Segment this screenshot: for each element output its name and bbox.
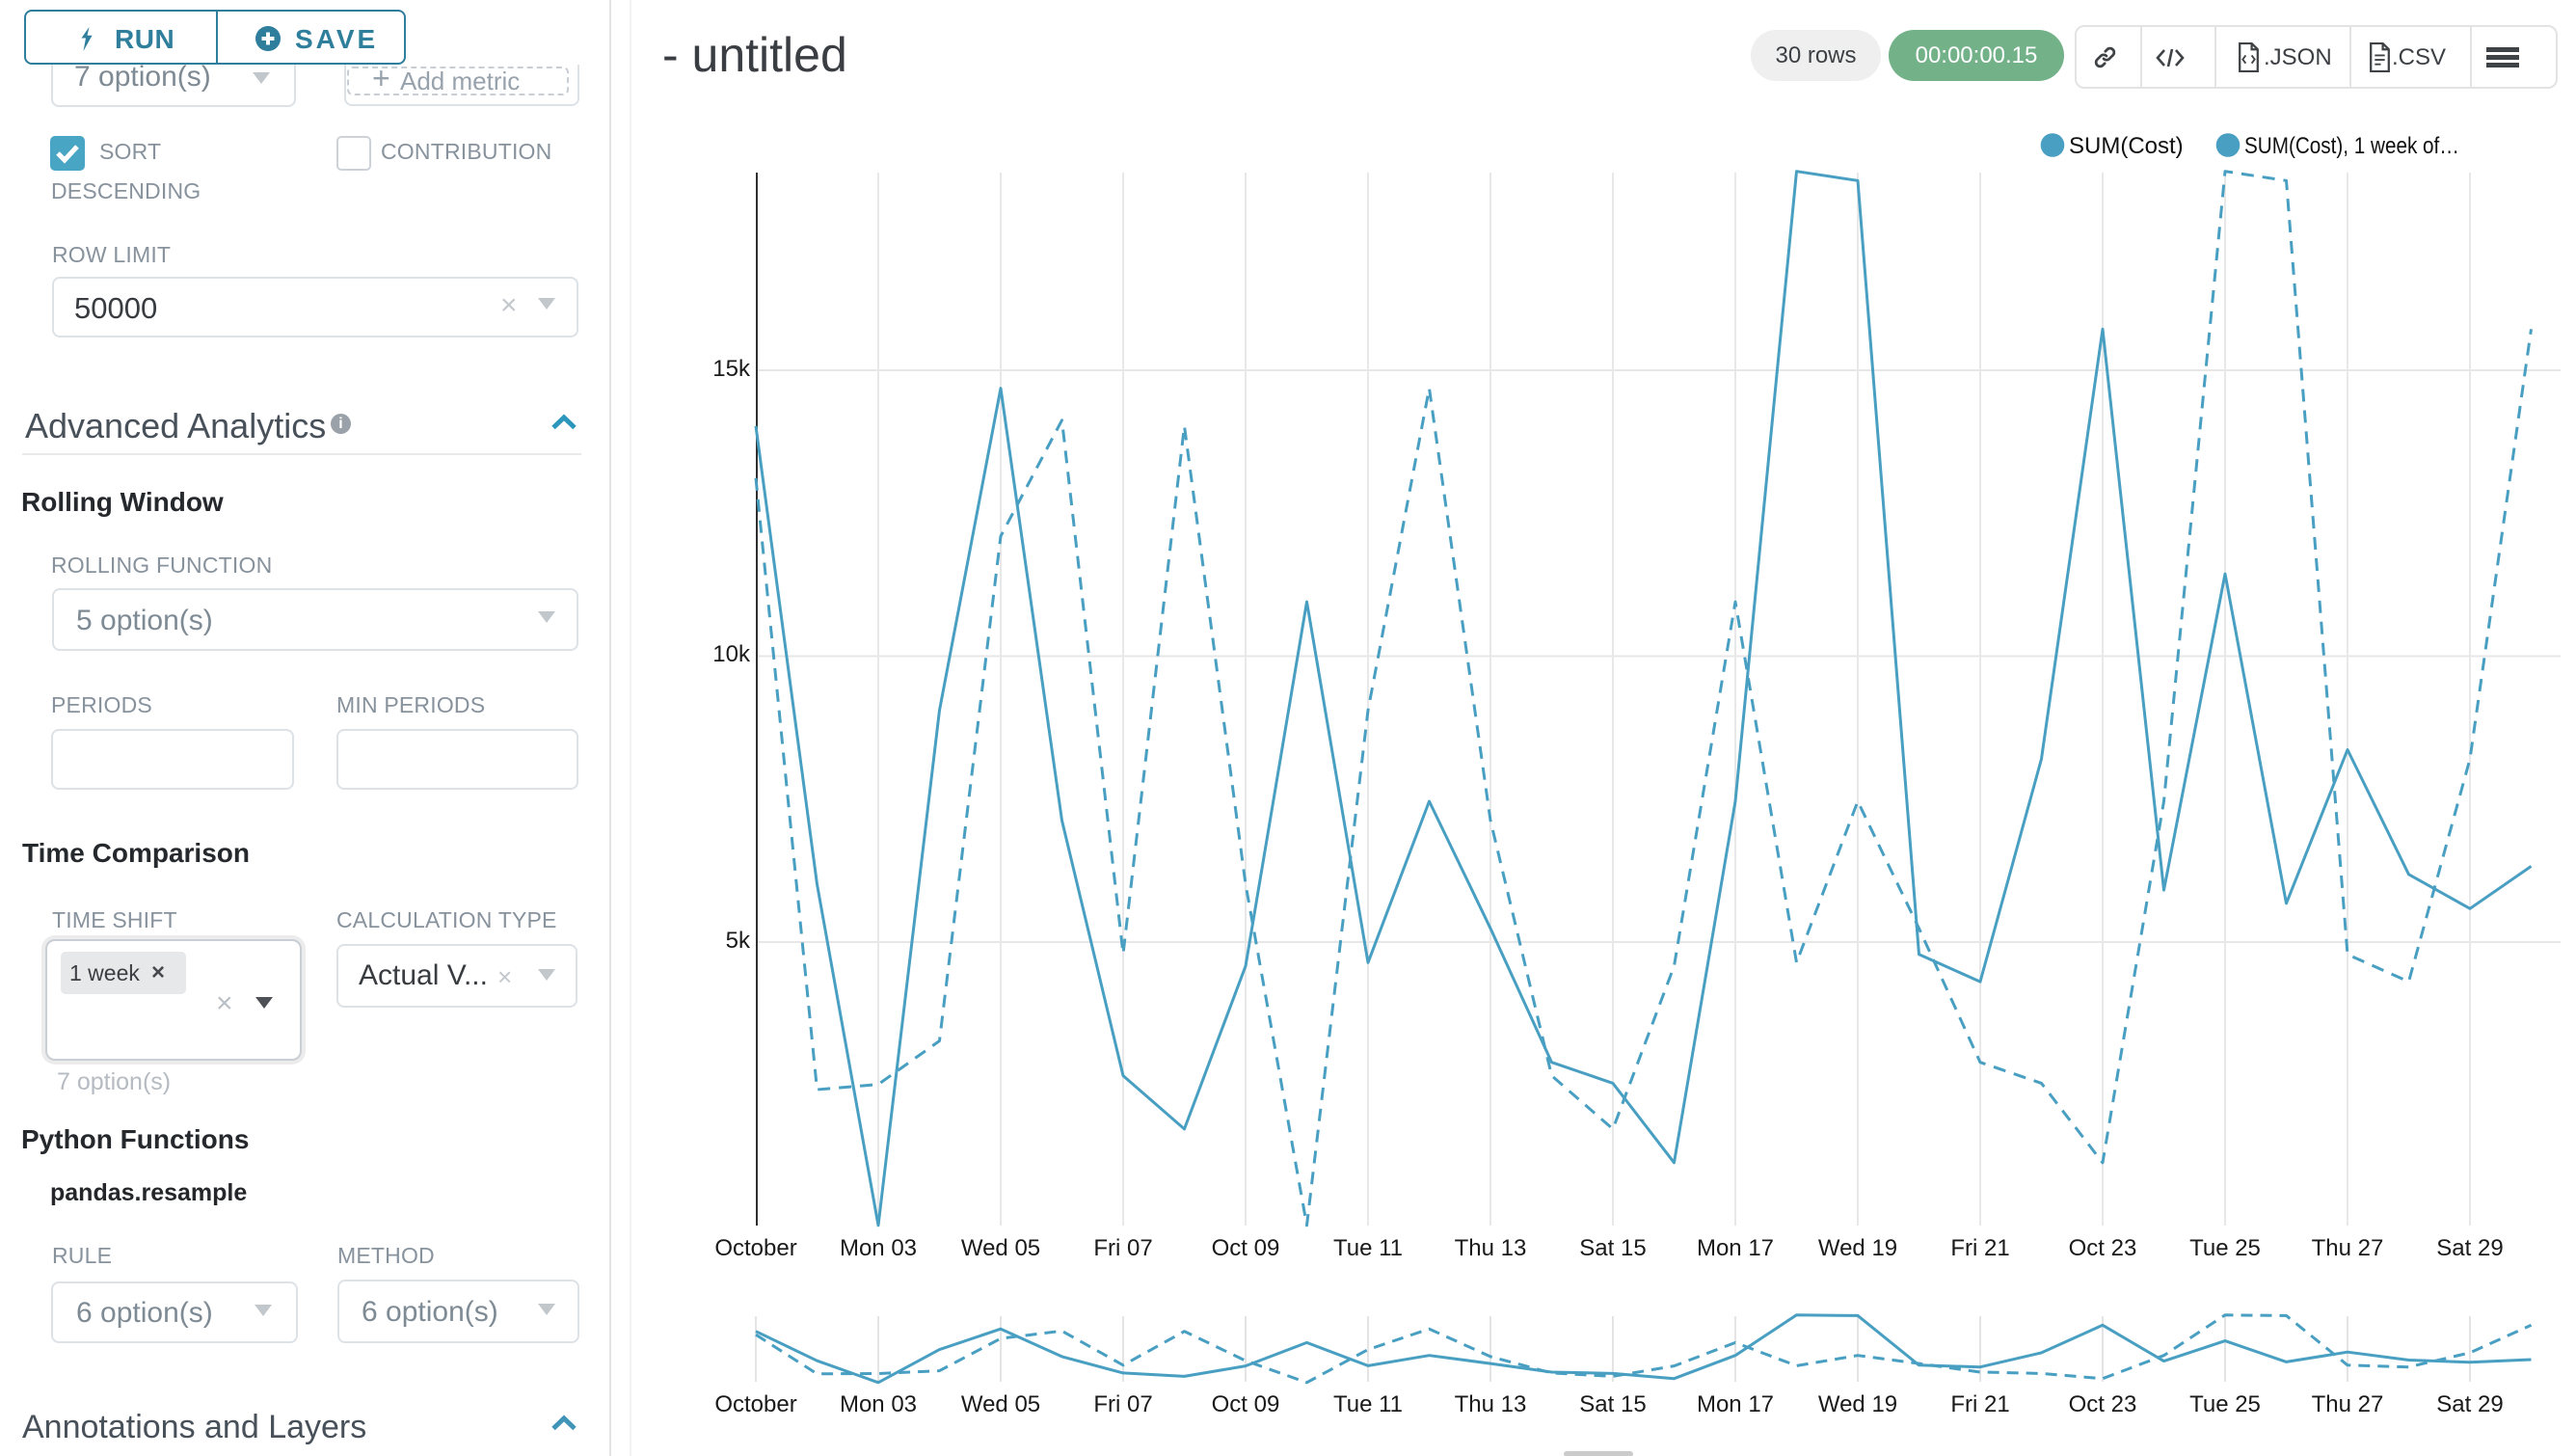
svg-text:15k: 15k [712,356,751,382]
svg-text:October: October [714,1391,796,1417]
svg-text:Fri 07: Fri 07 [1093,1391,1152,1417]
svg-text:Thu 27: Thu 27 [2312,1235,2384,1261]
svg-text:Oct 23: Oct 23 [2069,1391,2137,1417]
svg-text:10k: 10k [712,641,751,667]
svg-text:Fri 21: Fri 21 [1950,1235,2009,1261]
svg-text:Mon 03: Mon 03 [840,1235,917,1261]
svg-text:Sat 29: Sat 29 [2436,1235,2503,1261]
svg-text:Sat 15: Sat 15 [1579,1391,1646,1417]
svg-text:5k: 5k [726,928,751,954]
svg-text:Tue 11: Tue 11 [1333,1391,1403,1417]
svg-text:Oct 09: Oct 09 [1212,1235,1280,1261]
svg-text:Mon 03: Mon 03 [840,1391,917,1417]
svg-text:Wed 05: Wed 05 [961,1235,1040,1261]
svg-text:Wed 19: Wed 19 [1818,1391,1897,1417]
svg-text:SUM(Cost): SUM(Cost) [2069,133,2184,159]
svg-text:Fri 21: Fri 21 [1950,1391,2009,1417]
svg-text:October: October [714,1235,796,1261]
svg-text:Tue 25: Tue 25 [2189,1391,2261,1417]
svg-text:Tue 25: Tue 25 [2189,1235,2261,1261]
svg-text:Oct 09: Oct 09 [1212,1391,1280,1417]
svg-text:Thu 13: Thu 13 [1455,1235,1527,1261]
svg-text:Oct 23: Oct 23 [2069,1235,2137,1261]
svg-text:Mon 17: Mon 17 [1697,1235,1774,1261]
svg-text:Tue 11: Tue 11 [1333,1235,1403,1261]
svg-text:SUM(Cost), 1 week of…: SUM(Cost), 1 week of… [2244,133,2459,159]
svg-text:Mon 17: Mon 17 [1697,1391,1774,1417]
svg-text:Thu 27: Thu 27 [2312,1391,2384,1417]
svg-text:Sat 15: Sat 15 [1579,1235,1646,1261]
svg-text:Wed 05: Wed 05 [961,1391,1040,1417]
svg-text:Wed 19: Wed 19 [1818,1235,1897,1261]
svg-text:Sat 29: Sat 29 [2436,1391,2503,1417]
svg-text:Fri 07: Fri 07 [1093,1235,1152,1261]
svg-text:Thu 13: Thu 13 [1455,1391,1527,1417]
